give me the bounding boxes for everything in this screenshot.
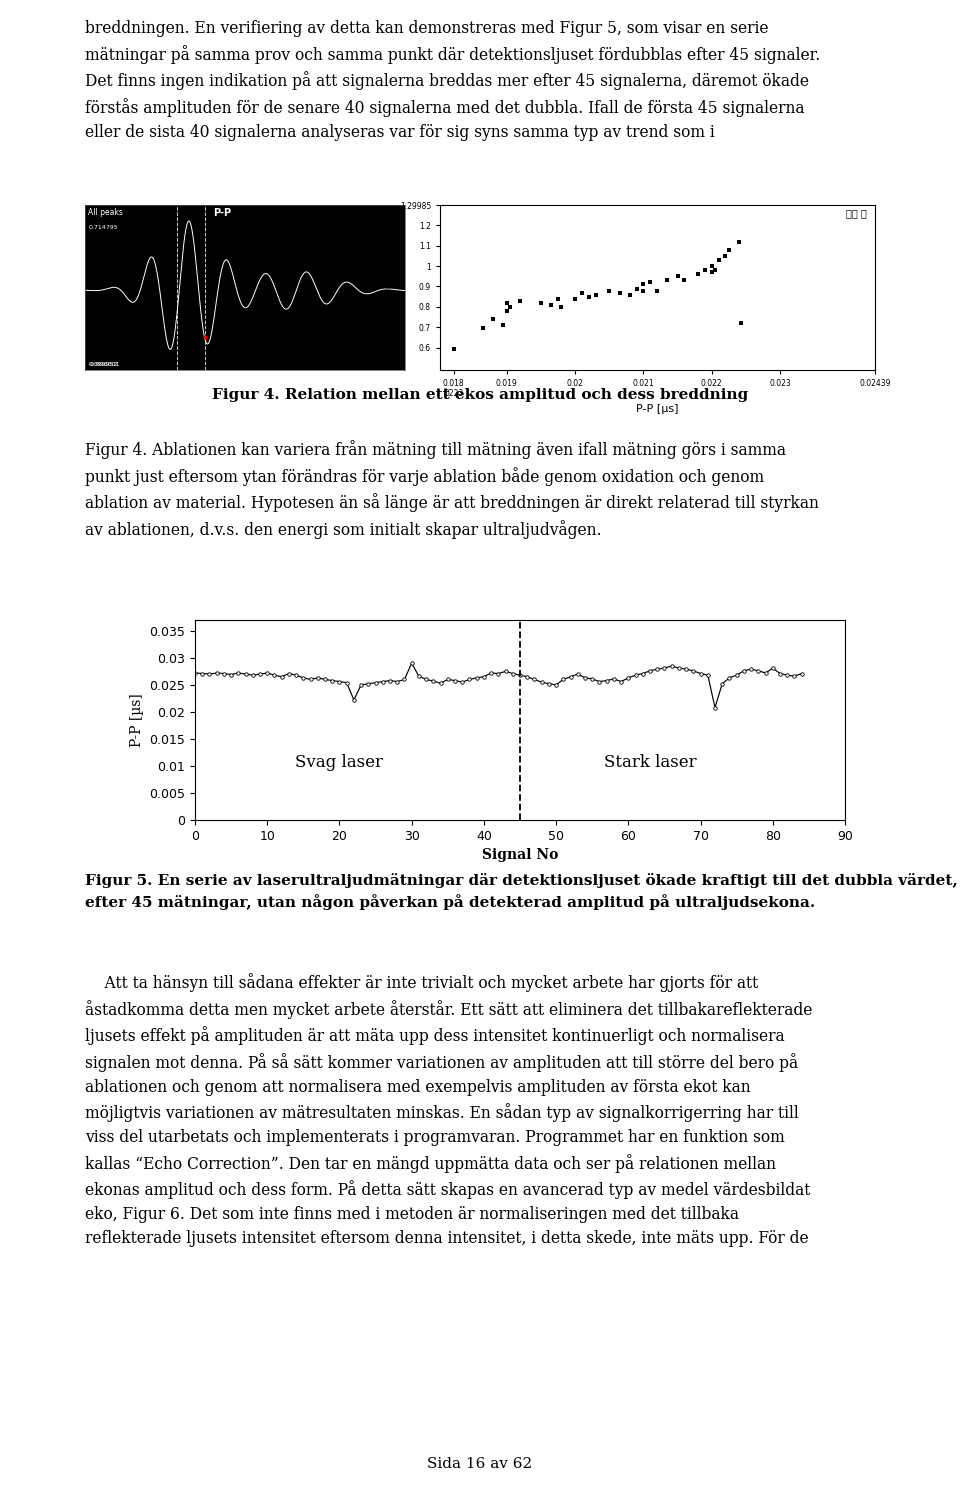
Point: [567, 286, 583, 310]
Point: [543, 294, 559, 317]
Point: [704, 261, 719, 285]
Text: Svag laser: Svag laser: [296, 754, 383, 772]
Text: 牛乳 他: 牛乳 他: [846, 209, 866, 219]
Point: [690, 262, 706, 286]
Point: [533, 291, 548, 314]
Text: Figur 4. Ablationen kan variera från mätning till mätning även ifall mätning gör: Figur 4. Ablationen kan variera från mät…: [85, 440, 819, 539]
Point: [732, 229, 747, 253]
Point: [677, 268, 692, 292]
Point: [513, 289, 528, 313]
Point: [697, 258, 712, 282]
Point: [670, 264, 685, 288]
Text: Figur 4. Relation mellan ett ekos amplitud och dess breddning: Figur 4. Relation mellan ett ekos amplit…: [212, 387, 748, 401]
Point: [602, 279, 617, 302]
Point: [629, 277, 644, 301]
Text: 0.880952: 0.880952: [88, 362, 117, 367]
Point: [550, 286, 565, 310]
Point: [660, 268, 675, 292]
Point: [718, 244, 733, 268]
Text: 0.714795: 0.714795: [88, 225, 118, 229]
Point: [554, 295, 569, 319]
Point: [708, 258, 723, 282]
Y-axis label: P-P [µs]: P-P [µs]: [130, 693, 144, 746]
Point: [612, 280, 627, 304]
X-axis label: Signal No: Signal No: [482, 848, 558, 863]
Text: Att ta hänsyn till sådana effekter är inte trivialt och mycket arbete har gjorts: Att ta hänsyn till sådana effekter är in…: [85, 973, 812, 1247]
Point: [445, 337, 461, 361]
Text: P-P: P-P: [213, 209, 231, 219]
Text: Sida 16 av 62: Sida 16 av 62: [427, 1457, 533, 1471]
X-axis label: P-P [µs]: P-P [µs]: [636, 404, 679, 414]
Point: [588, 283, 603, 307]
Point: [649, 279, 664, 302]
Text: All peaks: All peaks: [88, 209, 123, 218]
Point: [636, 279, 651, 302]
Text: breddningen. En verifiering av detta kan demonstreras med Figur 5, som visar en : breddningen. En verifiering av detta kan…: [85, 19, 820, 140]
Point: [486, 307, 501, 331]
Point: [721, 238, 736, 262]
Point: [622, 283, 637, 307]
Point: [502, 295, 517, 319]
Point: [574, 280, 589, 304]
Point: [499, 291, 515, 314]
Point: [642, 271, 658, 295]
Point: [711, 247, 727, 271]
Point: [733, 311, 749, 335]
Y-axis label: Amplitude: Amplitude: [384, 259, 395, 316]
Text: Figur 5. En serie av laserultraljudmätningar där detektionsljuset ökade kraftigt: Figur 5. En serie av laserultraljudmätni…: [85, 873, 958, 910]
Text: Stark laser: Stark laser: [604, 754, 696, 772]
Point: [495, 313, 511, 337]
Text: -0.696601: -0.696601: [88, 362, 120, 367]
X-axis label: Time [s]: Time [s]: [225, 392, 265, 402]
Point: [704, 255, 719, 279]
Point: [581, 285, 596, 308]
Point: [499, 299, 515, 323]
Point: [475, 316, 491, 340]
Point: [636, 273, 651, 297]
